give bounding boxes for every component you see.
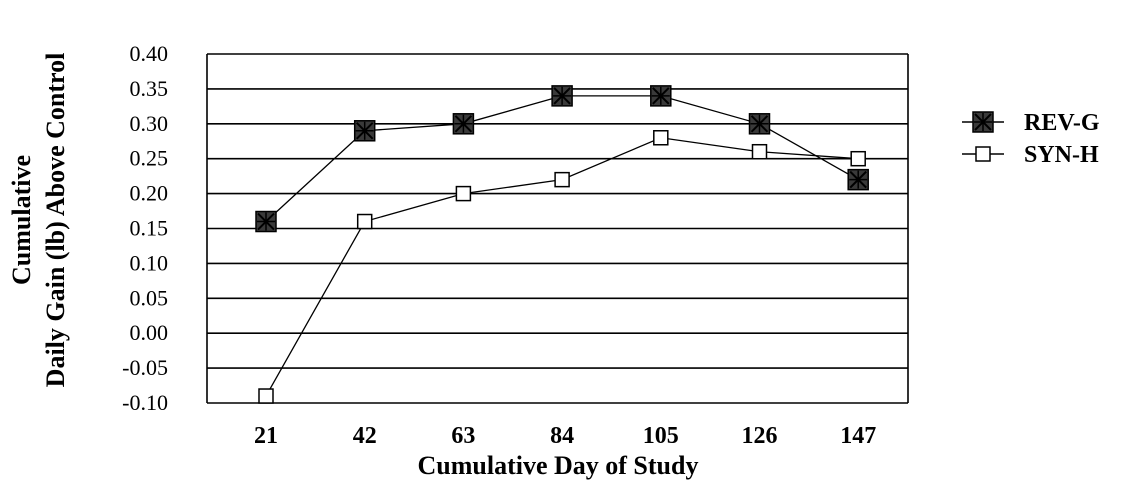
y-tick-label: 0.35 [130, 76, 169, 101]
y-tick-label: 0.10 [130, 250, 169, 275]
y-tick-label: 0.05 [130, 285, 169, 310]
data-point [847, 168, 869, 191]
x-tick-label: 105 [643, 423, 679, 449]
data-point [751, 143, 768, 160]
x-tick-label: 63 [451, 423, 475, 449]
series-syn-h [258, 130, 866, 404]
data-point [551, 85, 573, 107]
data-point [255, 210, 277, 233]
x-tick-labels: 21 42 63 84 105 126 147 [254, 423, 876, 449]
legend-marker [975, 146, 991, 162]
x-tick-label: 126 [742, 423, 778, 449]
data-point [353, 120, 376, 142]
legend-label: SYN-H [1024, 142, 1099, 168]
y-tick-labels: 0.40 0.35 0.30 0.25 0.20 0.15 0.10 0.05 0.00 -0.0… [122, 41, 168, 415]
y-axis-title-line-2: Daily Gain (lb) Above Control [41, 53, 70, 388]
data-point [850, 150, 866, 167]
series-group [255, 85, 869, 404]
data-point [356, 213, 373, 230]
data-point [452, 113, 475, 135]
legend-item: REV-G [962, 110, 1100, 136]
data-point [258, 388, 274, 404]
y-tick-label: 0.00 [130, 320, 169, 345]
y-tick-label: 0.25 [130, 146, 169, 171]
y-tick-label: -0.10 [122, 390, 168, 415]
y-tick-label: 0.20 [130, 181, 169, 206]
x-tick-label: 84 [550, 423, 574, 449]
data-point [455, 185, 472, 202]
y-tick-label: -0.05 [122, 355, 168, 380]
legend: REV-G SYN-H [962, 110, 1100, 168]
y-tick-label: 0.15 [130, 216, 169, 241]
data-point [554, 171, 570, 188]
x-tick-label: 42 [353, 423, 377, 449]
legend-label: REV-G [1024, 110, 1100, 136]
x-tick-label: 147 [840, 423, 876, 449]
x-axis-title: Cumulative Day of Study [418, 451, 699, 480]
y-tick-label: 0.30 [130, 111, 169, 136]
y-axis-title-line-1: Cumulative [7, 155, 36, 285]
x-tick-label: 21 [254, 423, 278, 449]
legend-item: SYN-H [962, 142, 1099, 168]
series-rev-g [255, 85, 869, 233]
data-point [650, 85, 672, 107]
y-axis-title: Cumulative Daily Gain (lb) Above Control [7, 53, 70, 388]
grid-lines [206, 53, 909, 404]
legend-marker [972, 111, 994, 133]
data-point [748, 113, 771, 135]
y-tick-label: 0.40 [130, 41, 169, 66]
data-point [653, 130, 669, 146]
